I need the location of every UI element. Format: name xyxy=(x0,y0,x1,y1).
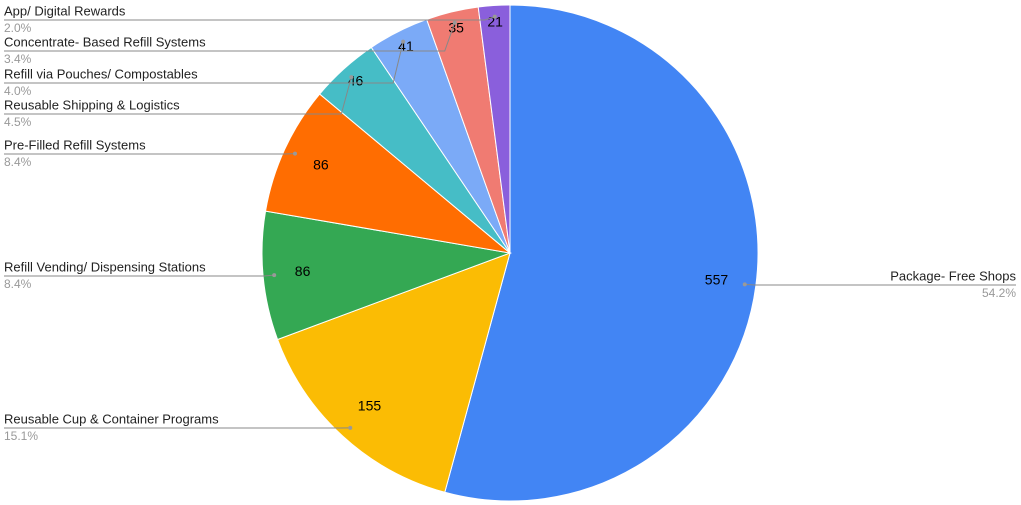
legend-label: Pre-Filled Refill Systems xyxy=(4,137,146,152)
slice-value-label: 35 xyxy=(448,19,464,35)
legend-label: Refill Vending/ Dispensing Stations xyxy=(4,259,206,274)
leader-line xyxy=(4,41,404,84)
leader-dot xyxy=(293,151,298,156)
leader-dot xyxy=(742,282,747,287)
leader-dot xyxy=(492,14,497,19)
leader-line xyxy=(4,77,352,115)
percent-label: 4.5% xyxy=(4,115,32,129)
leader-line xyxy=(4,16,495,21)
leader-dot xyxy=(272,273,277,278)
pie-slice xyxy=(477,4,511,254)
pie-slice xyxy=(444,4,759,502)
slice-value-label: 86 xyxy=(295,263,311,279)
percent-label: 8.4% xyxy=(4,277,32,291)
percent-label: 54.2% xyxy=(982,286,1016,300)
leader-line xyxy=(4,22,456,52)
legend-label: Package- Free Shops xyxy=(890,268,1016,283)
legend-label: Reusable Shipping & Logistics xyxy=(4,97,180,112)
legend-label: Concentrate- Based Refill Systems xyxy=(4,34,206,49)
pie-slice xyxy=(276,252,511,493)
leader-dot xyxy=(348,425,353,430)
percent-label: 2.0% xyxy=(4,21,32,35)
pie-slice xyxy=(264,93,512,254)
percent-label: 3.4% xyxy=(4,52,32,66)
percent-label: 4.0% xyxy=(4,84,32,98)
leader-dot xyxy=(401,39,406,44)
slice-value-label: 86 xyxy=(313,156,329,172)
legend-label: Reusable Cup & Container Programs xyxy=(4,411,219,426)
percent-label: 8.4% xyxy=(4,155,32,169)
slice-value-label: 557 xyxy=(705,271,729,287)
legend-label: Refill via Pouches/ Compostables xyxy=(4,66,198,81)
legend-label: App/ Digital Rewards xyxy=(4,3,126,18)
leader-line xyxy=(4,274,275,277)
slice-value-label: 155 xyxy=(358,398,382,414)
percent-label: 15.1% xyxy=(4,429,38,443)
leader-dot xyxy=(349,75,354,80)
leader-dot xyxy=(452,20,457,25)
leader-line xyxy=(744,283,1016,286)
